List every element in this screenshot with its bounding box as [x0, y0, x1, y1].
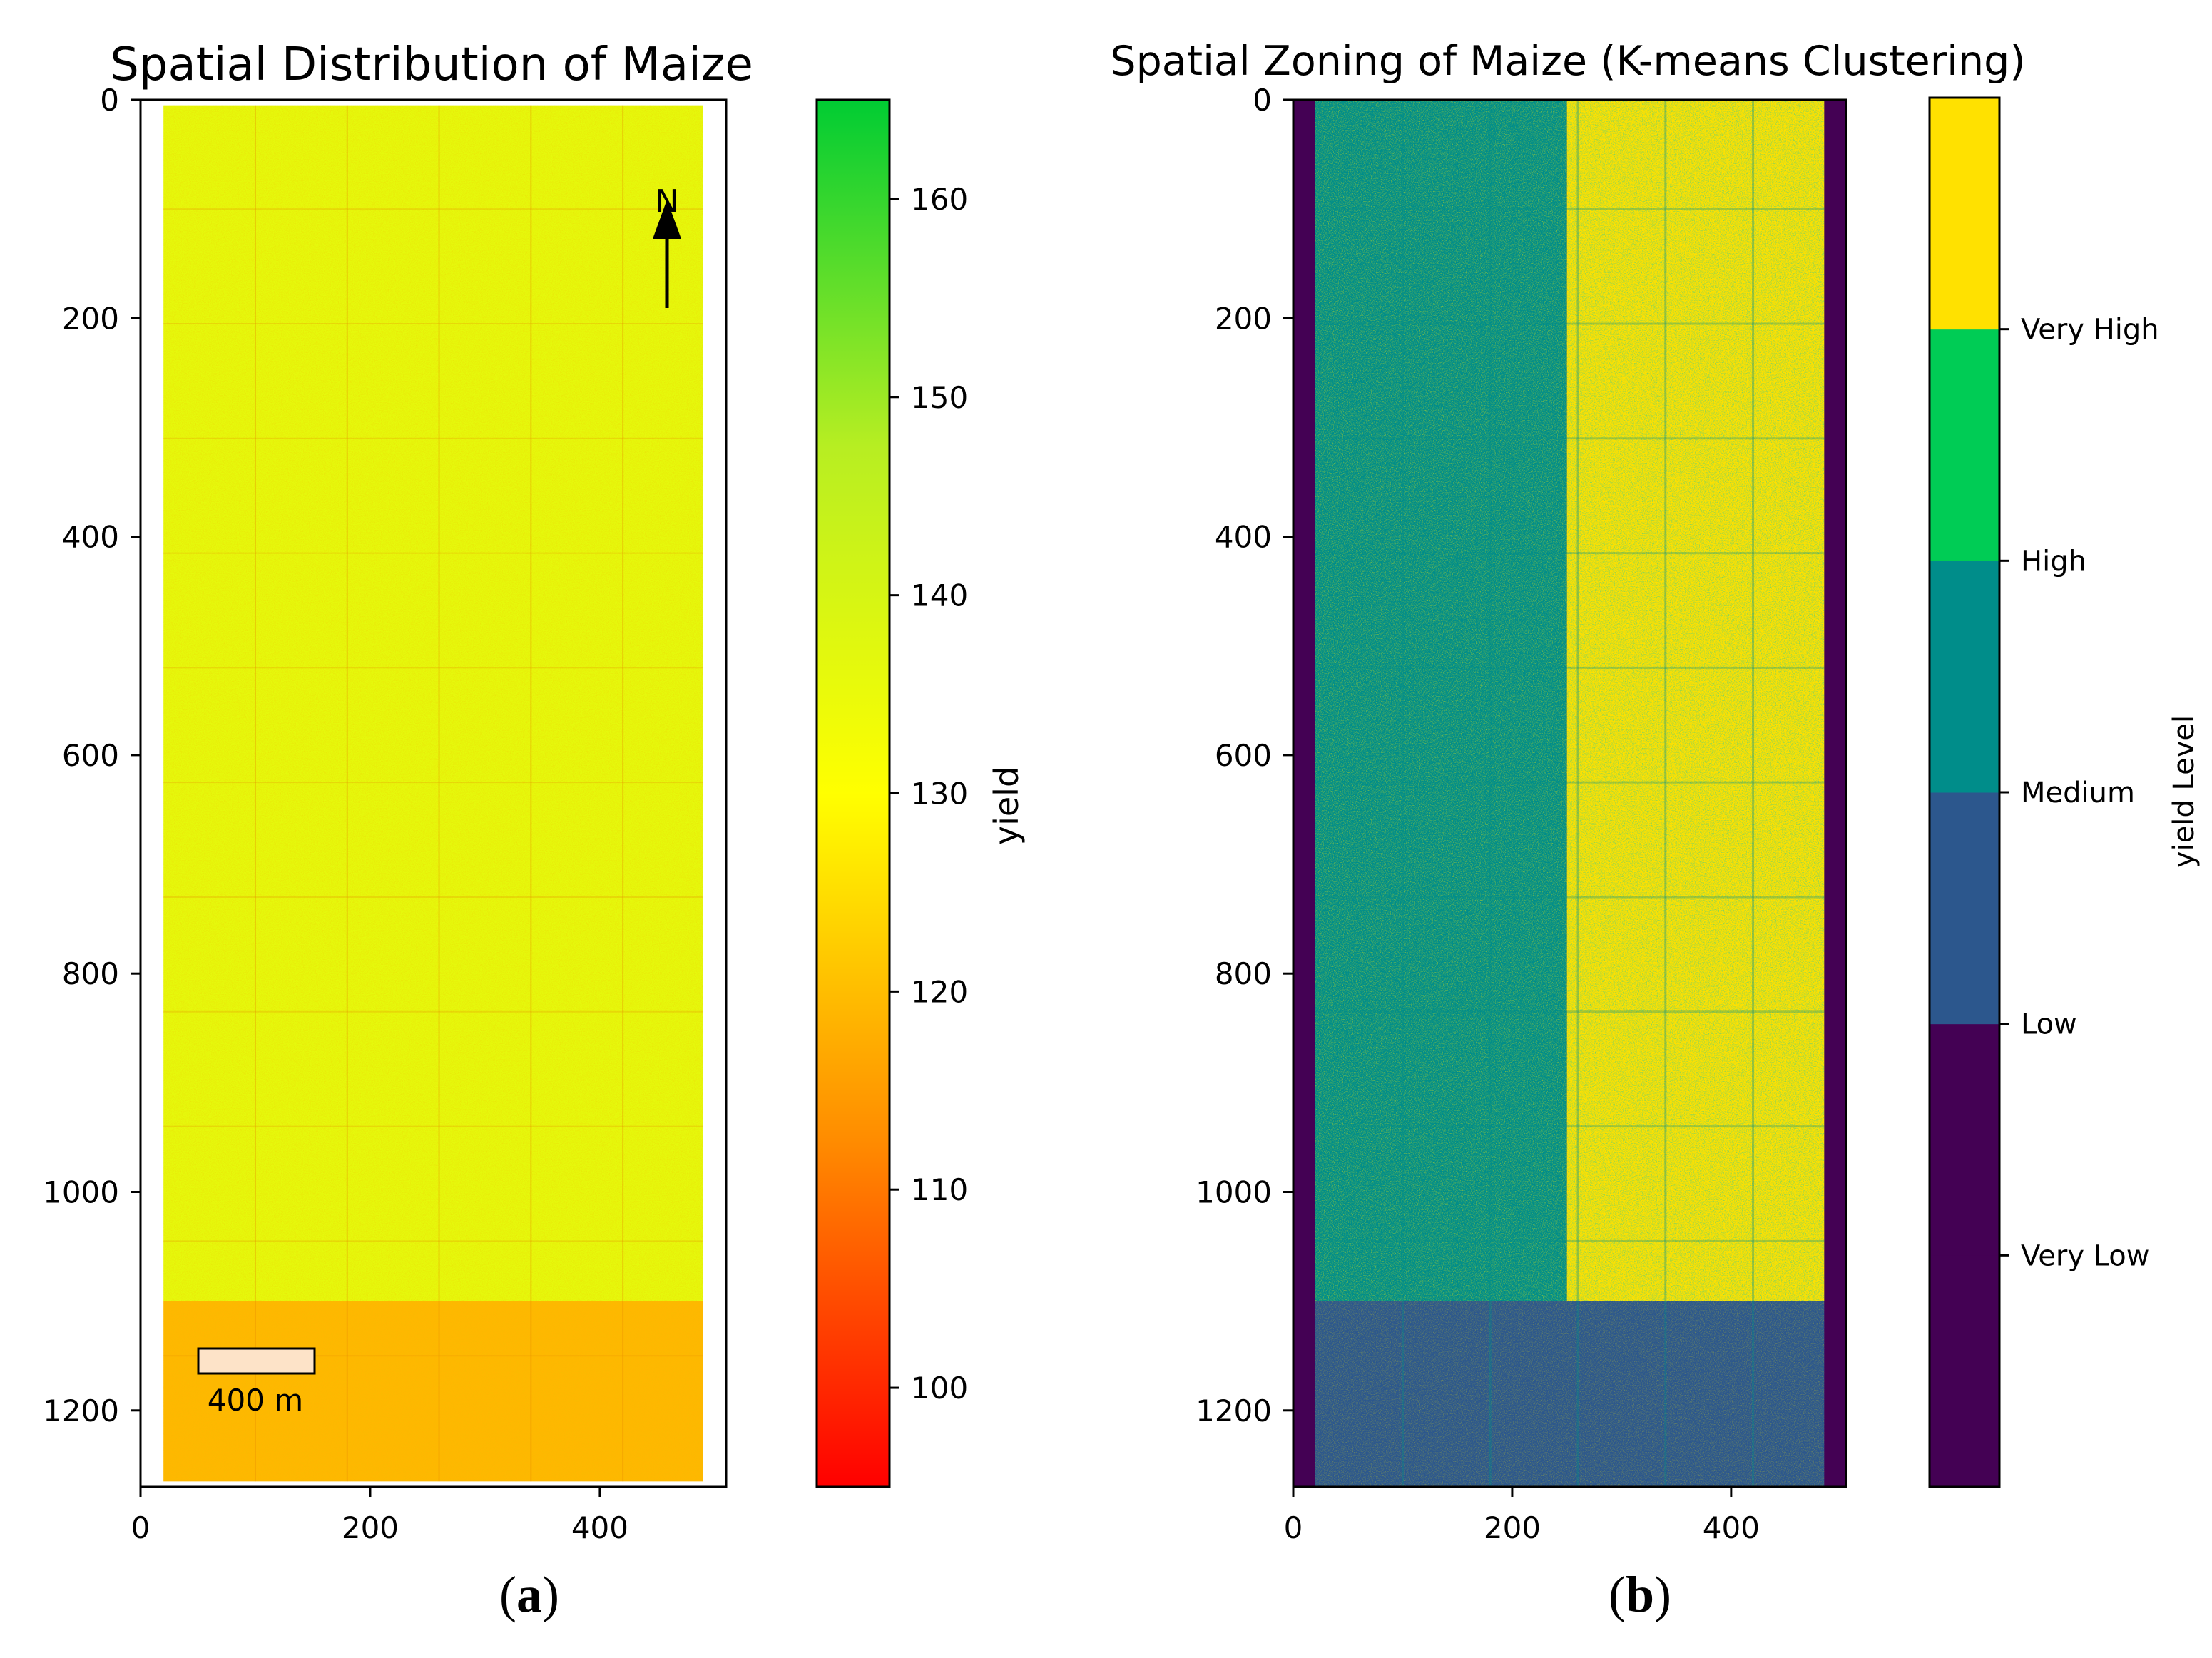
panel-b-y-tick-label: 1200 — [1196, 1393, 1272, 1428]
panel-b-colorbar-tick-label: Very High — [2021, 314, 2159, 347]
panel-b-colorbar-segment — [1930, 1255, 1999, 1488]
panel-b-colorbar-segment — [1930, 329, 1999, 561]
panel-b-axes-frame — [1292, 98, 1847, 1488]
panel-a-colorbar-tick-label: 110 — [911, 1172, 968, 1207]
panel-b-colorbar-tick-label: Low — [2021, 1008, 2077, 1041]
panel-a-yield-map — [163, 105, 703, 1482]
panel-b-colorbar-segment — [1930, 792, 1999, 1025]
panel-a-y-tick-label: 1000 — [43, 1175, 119, 1209]
scale-bar-label: 400 m — [208, 1383, 303, 1418]
panel-b-x-tick-label: 0 — [1284, 1510, 1303, 1545]
panel-a-colorbar-tick-label: 160 — [911, 182, 968, 217]
panel-b-y-tick-label: 0 — [1253, 83, 1272, 118]
panel-a-ticks: 0 200 400 0 200 400 600 800 1000 1200 — [43, 83, 628, 1545]
panel-a-x-tick-label: 400 — [571, 1510, 628, 1545]
panel-a-y-tick-label: 0 — [100, 83, 119, 118]
panel-b-colorbar: Very Low Low Medium High Very High — [1928, 96, 2159, 1488]
panel-a-colorbar-gradient — [817, 100, 890, 1487]
panel-b-colorbar-label: yield Level — [2168, 715, 2201, 868]
panel-b-colorbar-tick-label: High — [2021, 545, 2086, 578]
panel-a-y-tick-label: 600 — [62, 738, 119, 773]
panel-a-colorbar-tick-label: 140 — [911, 578, 968, 613]
panel-a-colorbar: 100 110 120 130 140 150 160 — [815, 98, 968, 1488]
panel-a-chart: Spatial Distribution of Maize 0 200 400 0 20… — [43, 39, 1026, 1545]
panel-a-colorbar-label: yield — [987, 767, 1026, 845]
panel-b-y-tick-label: 600 — [1215, 738, 1272, 773]
panel-a-y-tick-label: 800 — [62, 956, 119, 991]
panel-b-y-tick-label: 800 — [1215, 956, 1272, 991]
panel-b-y-tick-label: 1000 — [1196, 1175, 1272, 1209]
panel-a-title: Spatial Distribution of Maize — [110, 39, 753, 91]
panel-b-colorbar-tick-label: Medium — [2021, 777, 2135, 809]
scale-bar-box — [197, 1347, 316, 1375]
panel-a-colorbar-tick-label: 130 — [911, 777, 968, 812]
panel-a-axes-frame — [139, 98, 728, 1488]
panel-b-ticks: 0 200 400 0 200 400 600 800 1000 1200 — [1196, 83, 1760, 1545]
panel-a-colorbar-tick-label: 100 — [911, 1371, 968, 1406]
panel-a-colorbar-tick-label: 120 — [911, 974, 968, 1009]
panel-b-chart: Spatial Zoning of Maize (K-means Cluster… — [1110, 38, 2201, 1545]
panel-b-texture-south-zone — [1315, 1301, 1825, 1487]
north-arrow-icon: N — [653, 183, 681, 308]
panel-a-y-tick-label: 1200 — [43, 1393, 119, 1428]
panel-b-colorbar-segment — [1930, 1023, 1999, 1256]
panel-b-y-tick-label: 400 — [1215, 520, 1272, 555]
panel-b-caption: (b) — [1609, 1566, 1672, 1623]
panel-b-colorbar-tick-label: Very Low — [2021, 1239, 2149, 1272]
panel-a-texture — [163, 105, 703, 1482]
panel-a-caption: (a) — [499, 1566, 559, 1623]
north-arrow-head — [653, 200, 681, 239]
panel-a-y-tick-label: 200 — [62, 301, 119, 336]
panel-b-x-tick-label: 200 — [1484, 1510, 1541, 1545]
panel-a-x-tick-label: 200 — [342, 1510, 399, 1545]
panel-b-colorbar-segment — [1930, 561, 1999, 793]
panel-a-colorbar-tick-label: 150 — [911, 380, 968, 415]
panel-a-y-tick-label: 400 — [62, 520, 119, 555]
panel-b-x-tick-label: 400 — [1703, 1510, 1760, 1545]
panel-b-texture-east-zone — [1566, 100, 1825, 1301]
panel-a-x-tick-label: 0 — [131, 1510, 151, 1545]
panel-b-zoning-map — [1293, 100, 1846, 1487]
panel-b-texture-west-zone — [1315, 100, 1567, 1301]
panel-b-y-tick-label: 200 — [1215, 301, 1272, 336]
panel-b-colorbar-segment — [1930, 98, 1999, 330]
panel-b-title: Spatial Zoning of Maize (K-means Cluster… — [1110, 38, 2025, 85]
scale-bar: 400 m — [197, 1347, 316, 1418]
